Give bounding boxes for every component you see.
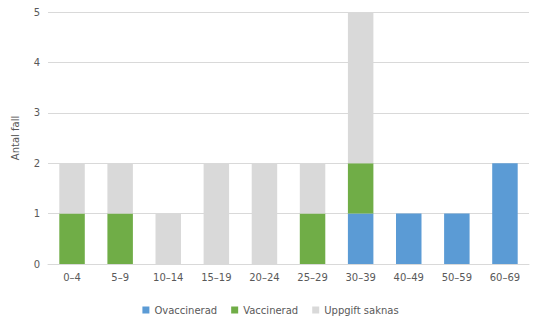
svg-text:Antal fall: Antal fall: [10, 116, 21, 160]
svg-text:2: 2: [34, 158, 40, 169]
svg-text:15–19: 15–19: [201, 272, 231, 283]
svg-text:20–24: 20–24: [249, 272, 279, 283]
svg-text:4: 4: [34, 57, 40, 68]
svg-text:1: 1: [34, 208, 40, 219]
svg-text:5–9: 5–9: [111, 272, 129, 283]
svg-text:0–4: 0–4: [63, 272, 81, 283]
svg-text:25–29: 25–29: [297, 272, 327, 283]
svg-text:40–49: 40–49: [394, 272, 424, 283]
svg-text:Uppgift saknas: Uppgift saknas: [324, 305, 398, 316]
svg-text:0: 0: [34, 259, 40, 270]
svg-text:50–59: 50–59: [442, 272, 472, 283]
svg-text:30–39: 30–39: [345, 272, 375, 283]
svg-text:3: 3: [34, 107, 40, 118]
svg-text:60–69: 60–69: [490, 272, 520, 283]
svg-text:Ovaccinerad: Ovaccinerad: [154, 305, 217, 316]
svg-text:10–14: 10–14: [153, 272, 183, 283]
svg-text:5: 5: [34, 7, 40, 18]
svg-text:Vaccinerad: Vaccinerad: [243, 305, 298, 316]
